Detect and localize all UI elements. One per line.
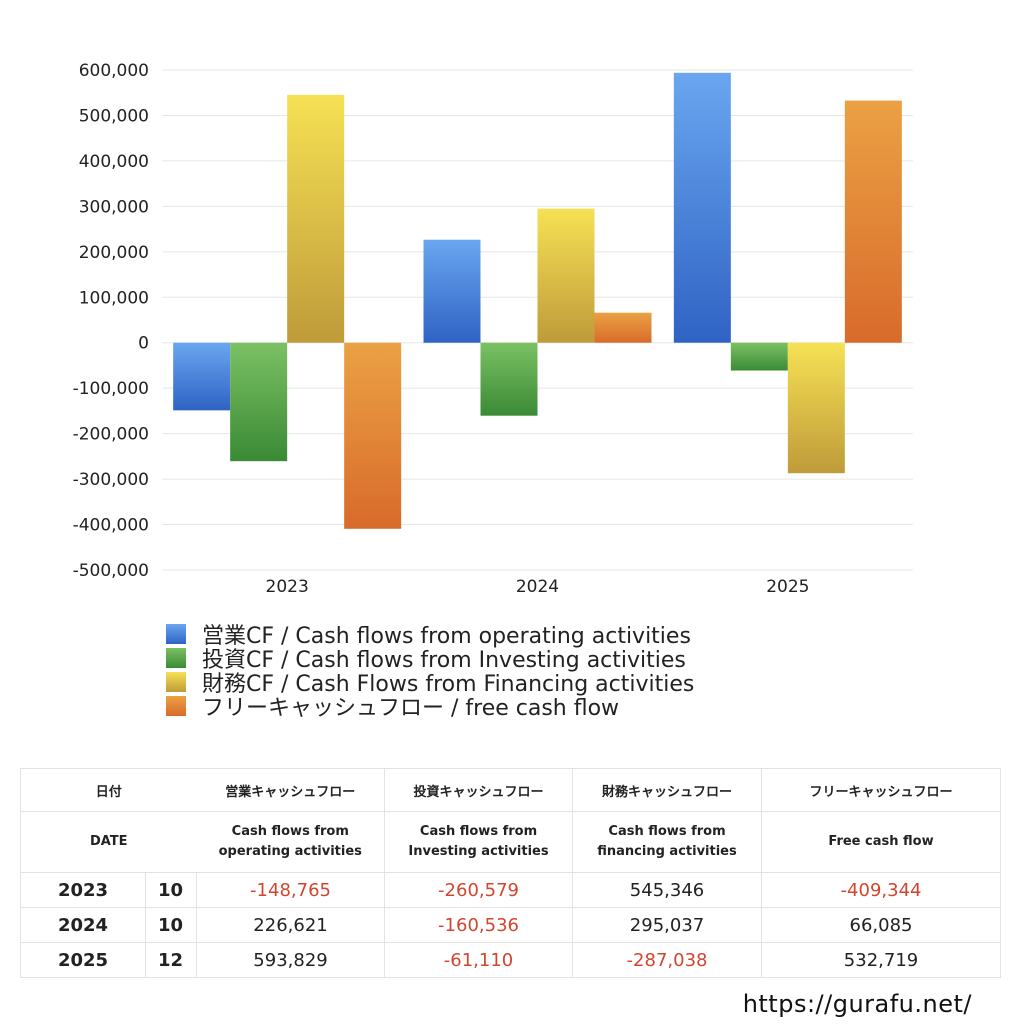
legend-swatch-investing	[166, 648, 186, 668]
chart-bars	[173, 72, 902, 529]
legend-item-operating: 営業CF / Cash flows from operating activit…	[166, 622, 694, 649]
bar-2023-series-3	[344, 342, 402, 529]
chart-legend: 営業CF / Cash flows from operating activit…	[166, 622, 694, 721]
row-year: 2024	[20, 907, 146, 943]
row-investing: -260,579	[384, 872, 574, 908]
legend-swatch-financing	[166, 672, 186, 692]
y-tick-label: 600,000	[79, 61, 149, 81]
site-url: https://gurafu.net/	[742, 990, 972, 1018]
bar-2024-series-0	[423, 239, 481, 343]
legend-label-free: フリーキャッシュフロー / free cash flow	[202, 696, 620, 721]
y-tick-label: -500,000	[73, 561, 149, 581]
y-tick-label: 100,000	[79, 288, 149, 308]
row-investing: -160,536	[384, 907, 574, 943]
header-financing-jp: 財務キャッシュフロー	[572, 768, 763, 812]
legend-label-operating: 営業CF / Cash flows from operating activit…	[202, 624, 691, 649]
table-row: 2025 12 593,829 -61,110 -287,038 532,719	[20, 942, 1002, 978]
legend-item-free: フリーキャッシュフロー / free cash flow	[166, 694, 694, 721]
bar-2024-series-3	[594, 312, 652, 343]
table-header-en: DATE Cash flows from operating activities…	[19, 811, 1002, 873]
y-tick-label: 300,000	[79, 197, 149, 217]
bar-2023-series-2	[287, 94, 345, 343]
header-operating-jp: 営業キャッシュフロー	[196, 768, 386, 812]
legend-item-investing: 投資CF / Cash flows from Investing activit…	[166, 646, 694, 673]
y-tick-label: 400,000	[79, 152, 149, 172]
header-operating-en: Cash flows from operating activities	[196, 811, 386, 873]
y-tick-label: 200,000	[79, 243, 149, 263]
row-year: 2025	[20, 942, 146, 978]
table-row: 2023 10 -148,765 -260,579 545,346 -409,3…	[20, 872, 1002, 908]
row-free: 66,085	[761, 907, 1002, 943]
legend-item-financing: 財務CF / Cash Flows from Financing activit…	[166, 670, 694, 697]
row-month: 10	[144, 872, 198, 908]
row-free: 532,719	[761, 942, 1002, 978]
x-tick-label: 2024	[516, 577, 559, 597]
row-free: -409,344	[761, 872, 1002, 908]
x-tick-label: 2023	[266, 577, 309, 597]
header-date-en: DATE	[19, 811, 197, 873]
row-month: 10	[144, 907, 198, 943]
header-free-en: Free cash flow	[761, 811, 1002, 873]
row-year: 2023	[20, 872, 146, 908]
y-tick-label: 500,000	[79, 106, 149, 126]
header-free-jp: フリーキャッシュフロー	[761, 768, 1002, 812]
row-operating: 226,621	[196, 907, 386, 943]
legend-label-financing: 財務CF / Cash Flows from Financing activit…	[202, 672, 695, 697]
row-financing: -287,038	[572, 942, 763, 978]
y-axis-ticks: 600,000 500,000 400,000 300,000 200,000 100,0…	[73, 61, 149, 581]
table-header-jp: 日付 営業キャッシュフロー 投資キャッシュフロー 財務キャッシュフロー フリーキ…	[19, 768, 1002, 812]
y-tick-label: -300,000	[73, 470, 149, 490]
row-investing: -61,110	[384, 942, 574, 978]
y-tick-label: -100,000	[73, 379, 149, 399]
header-financing-en: Cash flows from financing activities	[572, 811, 763, 873]
bar-2025-series-1	[730, 342, 788, 371]
cash-flow-bar-chart: 600,000 500,000 400,000 300,000 200,000 100,0…	[73, 61, 913, 597]
y-tick-label: -400,000	[73, 516, 149, 536]
bar-2024-series-2	[537, 208, 595, 343]
bar-2025-series-2	[787, 342, 845, 474]
bar-2024-series-1	[480, 342, 538, 416]
table-row: 2024 10 226,621 -160,536 295,037 66,085	[20, 907, 1002, 943]
cash-flow-table: 日付 営業キャッシュフロー 投資キャッシュフロー 財務キャッシュフロー フリーキ…	[19, 768, 1002, 978]
bar-2025-series-3	[844, 100, 902, 343]
row-operating: -148,765	[196, 872, 386, 908]
y-tick-label: 0	[138, 334, 149, 354]
bar-2023-series-0	[173, 342, 231, 411]
legend-label-investing: 投資CF / Cash flows from Investing activit…	[202, 648, 686, 673]
header-investing-en: Cash flows from Investing activities	[384, 811, 574, 873]
x-axis-ticks: 2023 2024 2025	[266, 577, 810, 597]
legend-swatch-free	[166, 696, 186, 716]
header-investing-jp: 投資キャッシュフロー	[384, 768, 574, 812]
row-month: 12	[144, 942, 198, 978]
y-tick-label: -200,000	[73, 425, 149, 445]
header-date-jp: 日付	[19, 768, 197, 812]
legend-swatch-operating	[166, 624, 186, 644]
row-operating: 593,829	[196, 942, 386, 978]
row-financing: 295,037	[572, 907, 763, 943]
row-financing: 545,346	[572, 872, 763, 908]
x-tick-label: 2025	[766, 577, 809, 597]
bar-2023-series-1	[230, 342, 288, 462]
bar-2025-series-0	[673, 72, 731, 343]
